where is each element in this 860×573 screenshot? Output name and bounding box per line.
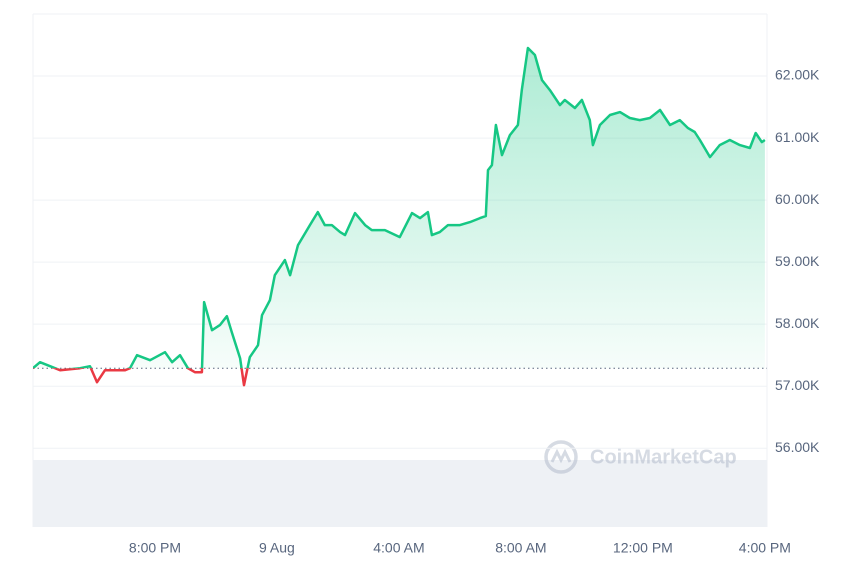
y-tick-label: 62.00K <box>775 67 820 83</box>
y-tick-label: 58.00K <box>775 315 820 331</box>
y-tick-label: 57.00K <box>775 377 820 393</box>
area <box>33 48 765 369</box>
x-tick-label: 4:00 AM <box>373 540 424 556</box>
x-tick-label: 9 Aug <box>259 540 295 556</box>
x-tick-label: 12:00 PM <box>613 540 673 556</box>
price-line-up <box>33 46 766 369</box>
x-tick-label: 8:00 PM <box>129 540 181 556</box>
x-tick-label: 8:00 AM <box>495 540 546 556</box>
watermark-text: CoinMarketCap <box>590 446 737 468</box>
y-tick-label: 61.00K <box>775 129 820 145</box>
watermark: CoinMarketCap <box>544 440 737 474</box>
y-tick-label: 60.00K <box>775 191 820 207</box>
x-tick-label: 4:00 PM <box>739 540 791 556</box>
volume-area <box>33 460 767 527</box>
y-tick-label: 59.00K <box>775 253 820 269</box>
y-tick-label: 56.00K <box>775 439 820 455</box>
